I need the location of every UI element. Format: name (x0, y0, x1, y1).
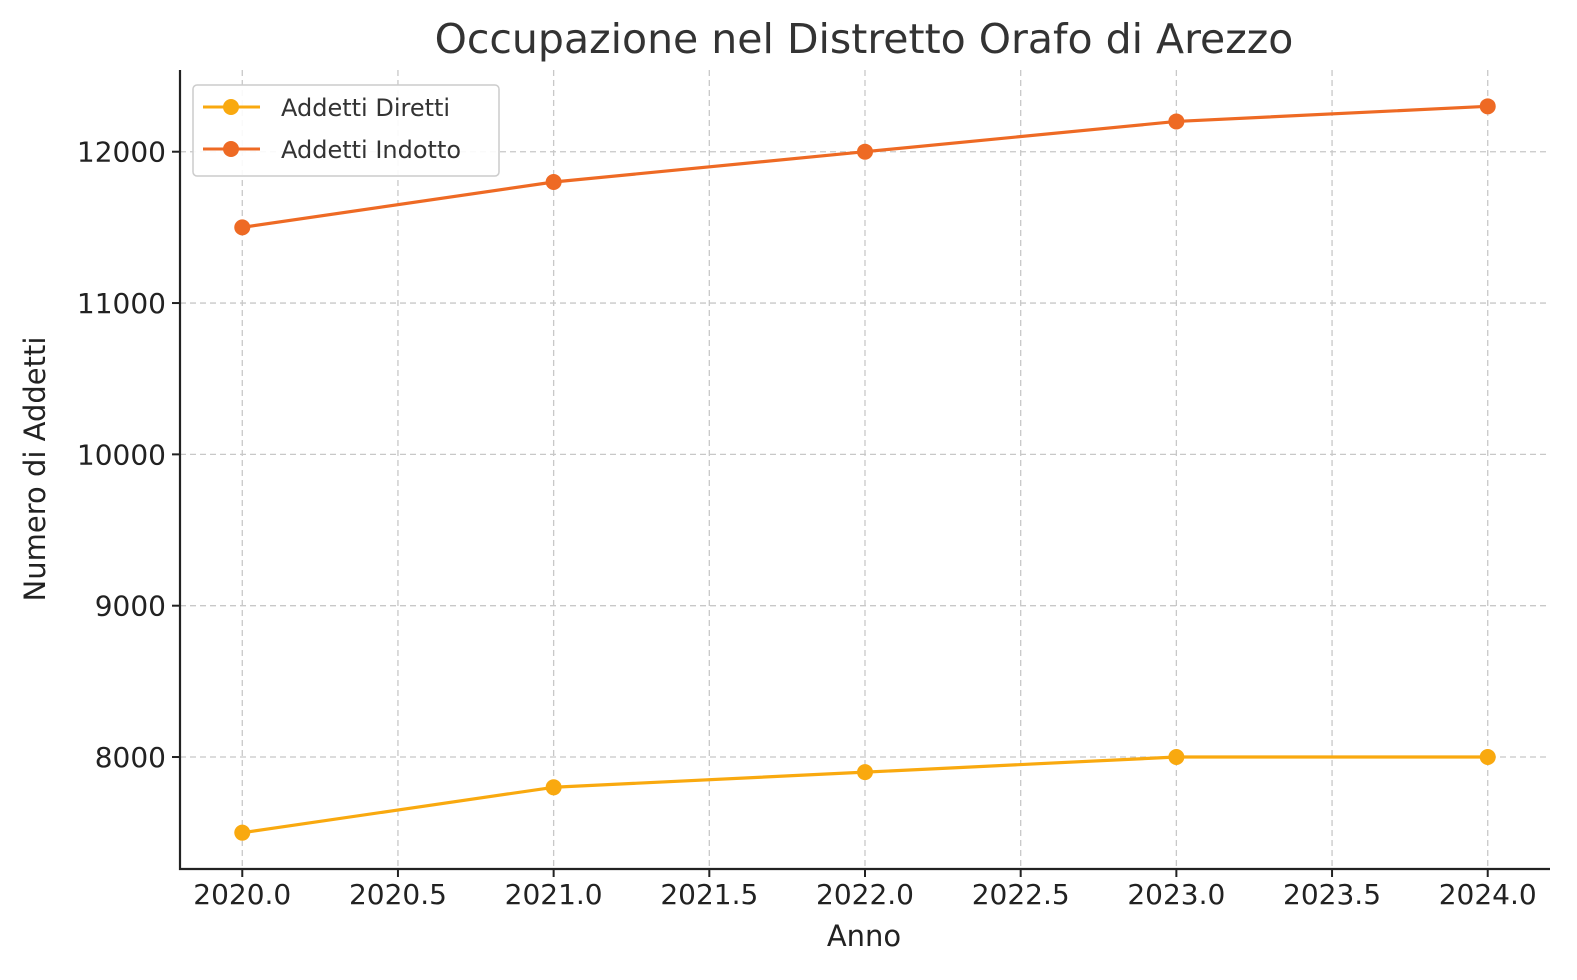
chart-title: Occupazione nel Distretto Orafo di Arezz… (435, 15, 1294, 63)
legend-marker-indotto (223, 141, 239, 157)
y-tick-label: 11000 (77, 287, 166, 320)
legend: Addetti Diretti Addetti Indotto (192, 84, 500, 177)
x-tick-label: 2024.0 (1439, 878, 1537, 911)
series-layer (234, 98, 1496, 841)
grid (180, 70, 1550, 869)
series-0-point (234, 824, 251, 841)
x-tick-label: 2021.5 (660, 878, 758, 911)
y-tick-label: 8000 (95, 741, 166, 774)
series-0-point (857, 764, 873, 781)
series-1-point (234, 219, 251, 236)
axis-ticks: 2020.0 2020.5 2021.0 2021.5 2022.0 2022.5 2023… (77, 136, 1537, 911)
series-1-point (857, 143, 873, 160)
legend-box (192, 84, 500, 177)
y-tick-label: 10000 (77, 438, 166, 471)
x-tick-label: 2023.5 (1283, 878, 1381, 911)
x-tick-label: 2020.5 (349, 878, 447, 911)
x-tick-label: 2020.0 (193, 878, 291, 911)
x-tick-label: 2023.0 (1127, 878, 1225, 911)
series-1-point (1479, 98, 1496, 115)
axes-spine (178, 70, 1550, 871)
series-0-point (1168, 749, 1185, 766)
series-0-point (1479, 749, 1496, 766)
x-axis-label: Anno (827, 919, 901, 953)
legend-label-diretti: Addetti Diretti (281, 94, 450, 122)
y-tick-label: 12000 (77, 136, 166, 169)
x-tick-label: 2022.0 (816, 878, 914, 911)
y-axis-label: Numero di Addetti (18, 337, 52, 602)
legend-marker-diretti (223, 99, 239, 115)
series-1-point (1168, 113, 1185, 130)
series-1-point (545, 173, 562, 190)
x-tick-label: 2022.5 (972, 878, 1070, 911)
x-tick-label: 2021.0 (505, 878, 603, 911)
y-tick-label: 9000 (95, 590, 166, 623)
legend-label-indotto: Addetti Indotto (281, 136, 461, 164)
series-0-point (545, 779, 562, 796)
